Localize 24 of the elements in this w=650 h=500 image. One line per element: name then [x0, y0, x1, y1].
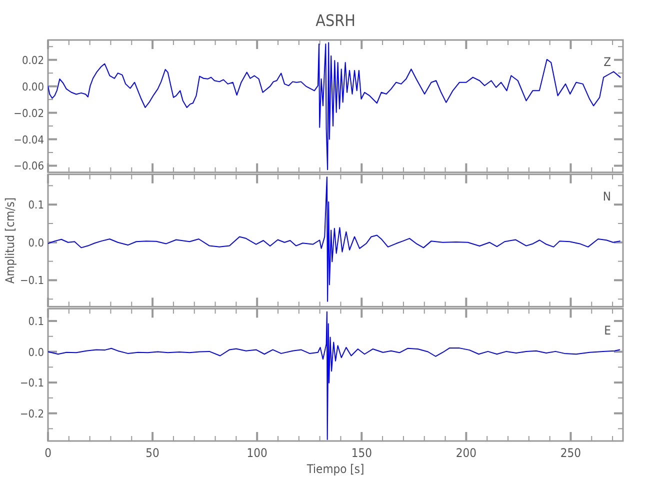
y-axis-title: Amplitud [cm/s] [3, 197, 17, 284]
text: N [602, 189, 611, 204]
x-tick-label: 150 [351, 446, 372, 460]
series-label: E [604, 324, 612, 338]
series-label: Z [604, 55, 611, 69]
x-tick-label: 250 [560, 446, 582, 460]
y-tick-label: −0.1 [20, 376, 44, 390]
y-tick-label: −0.02 [14, 106, 44, 120]
y-tick-label: 0.00 [22, 80, 44, 94]
y-tick-label: −0.1 [20, 274, 44, 288]
y-tick-label: −0.06 [14, 160, 44, 173]
y-tick-label: −0.2 [20, 407, 44, 420]
y-tick-label: 0.0 [28, 236, 44, 250]
x-tick-label: 50 [146, 446, 160, 460]
y-tick-label: 0.1 [28, 314, 44, 328]
y-tick-label: 0.0 [28, 346, 44, 359]
x-tick-label: 200 [456, 446, 477, 460]
x-axis-title: Tiempo [s] [306, 462, 364, 476]
y-tick-label: 0.1 [28, 198, 44, 212]
x-tick-label: 0 [44, 446, 52, 460]
y-tick-label: −0.04 [14, 133, 44, 146]
x-tick-label: 100 [246, 446, 268, 460]
chart-title: ASRH [316, 11, 356, 30]
y-tick-label: 0.02 [22, 54, 44, 67]
